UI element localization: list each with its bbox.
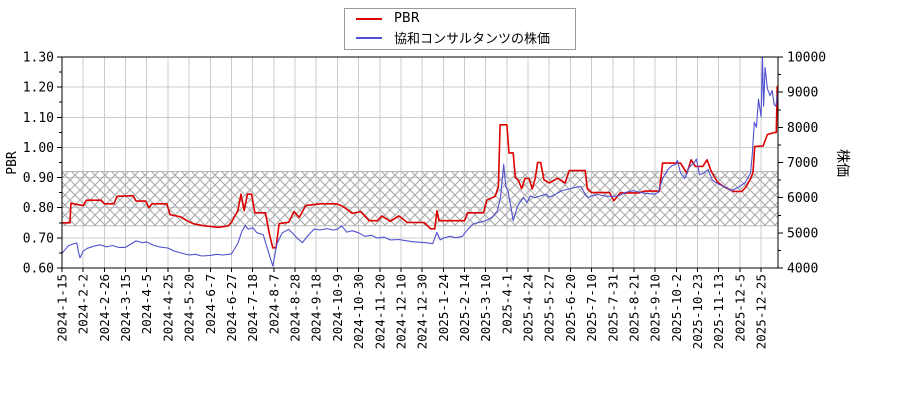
x-axis-tick-label: 2025-12-25 bbox=[754, 274, 769, 349]
x-axis-tick-label: 2024-8-28 bbox=[288, 274, 303, 342]
x-axis-tick-label: 2025-11-13 bbox=[711, 274, 726, 349]
x-axis-tick-label: 2025-7-10 bbox=[584, 274, 599, 342]
left-axis-tick-label: 0.70 bbox=[23, 231, 54, 246]
right-axis-title: 株価 bbox=[834, 149, 850, 177]
x-axis-tick-label: 2024-6-27 bbox=[224, 274, 239, 342]
legend-label-stock-price: 協和コンサルタンツの株価 bbox=[394, 32, 551, 47]
x-axis-tick-label: 2024-6-7 bbox=[203, 274, 218, 334]
legend-item-stock-price: 協和コンサルタンツの株価 bbox=[345, 28, 575, 47]
x-axis-tick-label: 2025-3-10 bbox=[478, 274, 493, 342]
x-axis-tick-label: 2024-8-7 bbox=[266, 274, 281, 334]
right-axis-tick-label: 7000 bbox=[787, 156, 818, 171]
x-axis-tick-label: 2024-4-5 bbox=[139, 274, 154, 334]
x-axis-tick-label: 2024-2-26 bbox=[97, 274, 112, 342]
x-axis-tick-label: 2025-5-27 bbox=[542, 274, 557, 342]
x-axis-tick-label: 2025-4-24 bbox=[521, 274, 536, 342]
legend-item-pbr: PBR bbox=[345, 11, 575, 26]
x-axis-tick-label: 2025-12-5 bbox=[732, 274, 747, 342]
x-axis-tick-label: 2025-10-23 bbox=[690, 274, 705, 349]
x-axis-tick-label: 2024-5-20 bbox=[182, 274, 197, 342]
x-axis-tick-label: 2024-4-25 bbox=[160, 274, 175, 342]
stock-price-line bbox=[62, 56, 778, 267]
x-axis-tick-label: 2024-12-10 bbox=[393, 274, 408, 349]
x-axis-tick-label: 2024-12-30 bbox=[415, 274, 430, 349]
right-axis-tick-label: 6000 bbox=[787, 191, 818, 206]
left-axis-tick-label: 1.30 bbox=[23, 51, 54, 66]
left-axis-tick-label: 0.90 bbox=[23, 171, 54, 186]
x-axis-tick-label: 2024-10-9 bbox=[330, 274, 345, 342]
x-axis-tick-label: 2025-6-20 bbox=[563, 274, 578, 342]
x-axis-tick-label: 2024-3-15 bbox=[118, 274, 133, 342]
right-axis-tick-label: 5000 bbox=[787, 226, 818, 241]
right-axis-tick-label: 8000 bbox=[787, 121, 818, 136]
left-axis-tick-label: 1.10 bbox=[23, 111, 54, 126]
x-axis-tick-label: 2025-8-21 bbox=[626, 274, 641, 342]
legend-label-pbr: PBR bbox=[394, 11, 420, 26]
x-axis-tick-label: 2024-7-18 bbox=[245, 274, 260, 342]
right-axis-tick-label: 9000 bbox=[787, 86, 818, 101]
stock-price-line-swatch bbox=[356, 36, 382, 39]
pbr-range-band bbox=[61, 171, 779, 227]
x-axis-tick-label: 2025-10-2 bbox=[669, 274, 684, 342]
pbr-line-swatch bbox=[356, 17, 382, 20]
x-axis-tick-label: 2025-2-14 bbox=[457, 274, 472, 342]
x-axis-tick-label: 2024-10-30 bbox=[351, 274, 366, 349]
pbr-line bbox=[62, 85, 778, 249]
x-axis-tick-label: 2025-1-24 bbox=[436, 274, 451, 342]
x-axis-tick-label: 2024-9-18 bbox=[309, 274, 324, 342]
left-axis-tick-label: 0.60 bbox=[23, 262, 54, 277]
right-axis-tick-label: 4000 bbox=[787, 262, 818, 277]
left-axis-tick-label: 1.00 bbox=[23, 141, 54, 156]
x-axis-tick-label: 2025-7-31 bbox=[605, 274, 620, 342]
left-axis-tick-label: 0.80 bbox=[23, 201, 54, 216]
left-axis-tick-label: 1.20 bbox=[23, 81, 54, 96]
x-axis-tick-label: 2025-4-1 bbox=[499, 274, 514, 334]
x-axis-tick-label: 2024-11-20 bbox=[372, 274, 387, 349]
x-axis-tick-label: 2024-2-2 bbox=[76, 274, 91, 334]
right-axis-tick-label: 10000 bbox=[787, 51, 826, 66]
x-axis-tick-label: 2024-1-15 bbox=[55, 274, 70, 342]
legend: PBR 協和コンサルタンツの株価 bbox=[344, 8, 576, 50]
left-axis-title: PBR bbox=[5, 151, 20, 175]
x-axis-tick-label: 2025-9-10 bbox=[648, 274, 663, 342]
